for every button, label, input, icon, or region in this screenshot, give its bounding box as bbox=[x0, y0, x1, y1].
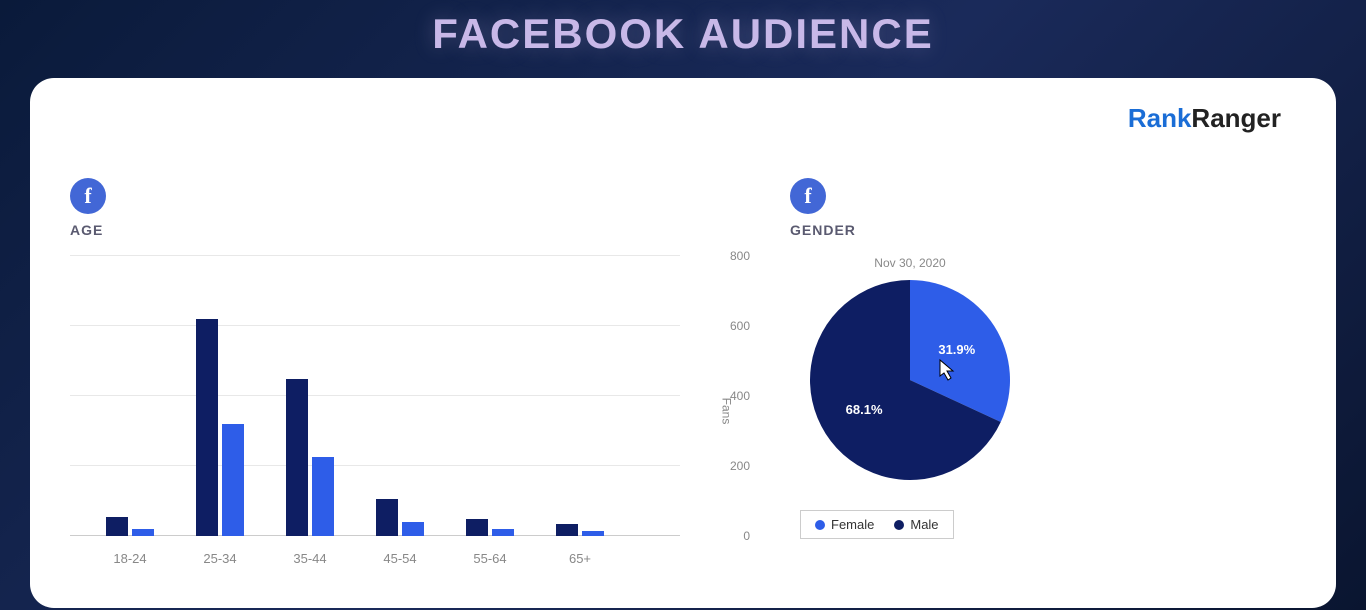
pie-slice-label: 68.1% bbox=[846, 402, 883, 417]
bar-female bbox=[402, 522, 424, 536]
bar-group bbox=[286, 379, 334, 537]
brand-part-2: Ranger bbox=[1191, 103, 1281, 133]
bar-male bbox=[286, 379, 308, 537]
age-chart-column: f AGE Fans 020040060080018-2425-3435-444… bbox=[70, 178, 750, 566]
facebook-icon: f bbox=[70, 178, 106, 214]
x-tick-label: 55-64 bbox=[473, 551, 506, 566]
facebook-icon: f bbox=[790, 178, 826, 214]
gender-pie-wrap: Nov 30, 2020 31.9% 68.1% Female Male bbox=[790, 256, 1296, 539]
gender-pie-chart: 31.9% 68.1% bbox=[810, 280, 1010, 480]
legend-dot-icon bbox=[815, 520, 825, 530]
pie-slice-label: 31.9% bbox=[938, 342, 975, 357]
bar-group bbox=[196, 319, 244, 536]
bar-group bbox=[466, 519, 514, 537]
y-tick-label: 800 bbox=[730, 249, 750, 263]
y-tick-label: 200 bbox=[730, 459, 750, 473]
grid-line bbox=[70, 325, 680, 326]
grid-line bbox=[70, 465, 680, 466]
age-section-label: AGE bbox=[70, 222, 750, 238]
bar-male bbox=[196, 319, 218, 536]
bar-female bbox=[222, 424, 244, 536]
bar-group bbox=[376, 499, 424, 536]
gender-chart-column: f GENDER Nov 30, 2020 31.9% 68.1% Female M… bbox=[790, 178, 1296, 566]
bar-female bbox=[312, 457, 334, 536]
grid-line bbox=[70, 395, 680, 396]
x-tick-label: 18-24 bbox=[113, 551, 146, 566]
legend-item-male: Male bbox=[894, 517, 938, 532]
page-title: FACEBOOK AUDIENCE bbox=[0, 0, 1366, 78]
bar-female bbox=[582, 531, 604, 536]
grid-line bbox=[70, 255, 680, 256]
bar-female bbox=[132, 529, 154, 536]
bar-male bbox=[466, 519, 488, 537]
x-tick-label: 35-44 bbox=[293, 551, 326, 566]
x-tick-label: 45-54 bbox=[383, 551, 416, 566]
y-tick-label: 400 bbox=[730, 389, 750, 403]
bar-male bbox=[376, 499, 398, 536]
x-tick-label: 25-34 bbox=[203, 551, 236, 566]
legend-dot-icon bbox=[894, 520, 904, 530]
charts-row: f AGE Fans 020040060080018-2425-3435-444… bbox=[70, 178, 1296, 566]
bar-male bbox=[106, 517, 128, 536]
legend-label: Male bbox=[910, 517, 938, 532]
age-bar-chart: Fans 020040060080018-2425-3435-4445-5455… bbox=[70, 256, 750, 566]
gender-section-label: GENDER bbox=[790, 222, 1296, 238]
dashboard-card: RankRanger f AGE Fans 020040060080018-24… bbox=[30, 78, 1336, 608]
y-tick-label: 600 bbox=[730, 319, 750, 333]
y-tick-label: 0 bbox=[743, 529, 750, 543]
brand-part-1: Rank bbox=[1128, 103, 1192, 133]
x-tick-label: 65+ bbox=[569, 551, 591, 566]
pie-svg bbox=[810, 280, 1010, 480]
legend-item-female: Female bbox=[815, 517, 874, 532]
bar-group bbox=[556, 524, 604, 536]
bar-group bbox=[106, 517, 154, 536]
gender-legend: Female Male bbox=[800, 510, 954, 539]
bar-male bbox=[556, 524, 578, 536]
gender-date-label: Nov 30, 2020 bbox=[800, 256, 1020, 270]
brand-logo: RankRanger bbox=[1128, 103, 1281, 134]
bar-female bbox=[492, 529, 514, 536]
legend-label: Female bbox=[831, 517, 874, 532]
